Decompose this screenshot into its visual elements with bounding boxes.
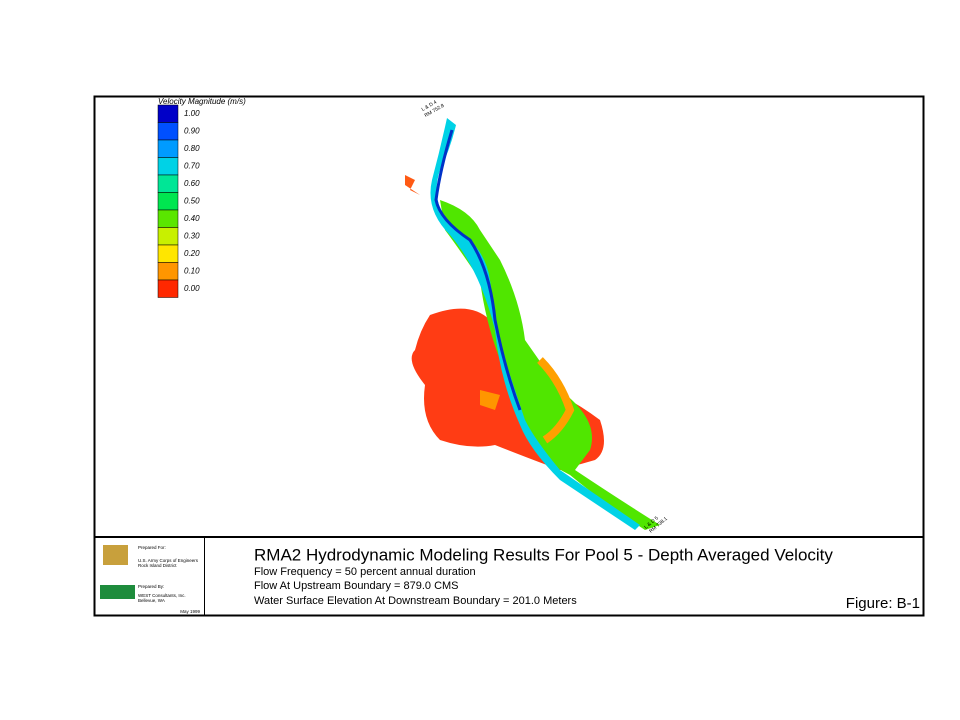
usace-logo <box>103 545 128 565</box>
figure-title: RMA2 Hydrodynamic Modeling Results For P… <box>254 545 833 564</box>
logo-text: WEST Consultants, Inc. <box>138 593 186 598</box>
info-line: Water Surface Elevation At Downstream Bo… <box>254 595 577 607</box>
west-logo <box>100 585 135 599</box>
legend: 1.00 0.90 0.80 0.70 0.60 0.50 0.40 0.30 0.20 0.10… <box>157 97 246 298</box>
legend-swatch <box>157 279 179 298</box>
legend-label: 0.40 <box>184 214 200 223</box>
logos: Prepared For: U.S. Army Corps of Enginee… <box>100 545 200 614</box>
river-map <box>405 118 660 530</box>
legend-label: 1.00 <box>184 109 200 118</box>
legend-swatch <box>157 139 179 158</box>
legend-label: 0.80 <box>184 144 200 153</box>
legend-label: 0.00 <box>184 284 200 293</box>
legend-swatch <box>157 174 179 193</box>
logo-box <box>94 537 205 616</box>
legend-title: Velocity Magnitude (m/s) <box>158 97 246 106</box>
logo-text: Prepared For: <box>138 545 166 550</box>
logo-text: U.S. Army Corps of Engineers <box>138 558 199 563</box>
legend-swatch <box>157 244 179 263</box>
legend-swatch <box>157 104 179 123</box>
legend-swatch <box>157 227 179 246</box>
legend-label: 0.70 <box>184 161 200 170</box>
legend-swatch <box>157 192 179 211</box>
logo-text: Rock Island District <box>138 563 177 568</box>
legend-label: 0.90 <box>184 126 200 135</box>
legend-label: 0.50 <box>184 196 200 205</box>
legend-label: 0.20 <box>184 249 200 258</box>
info-line: Flow At Upstream Boundary = 879.0 CMS <box>254 580 459 592</box>
legend-swatch <box>157 122 179 141</box>
legend-swatch <box>157 262 179 281</box>
legend-swatch <box>157 209 179 228</box>
legend-label: 0.30 <box>184 231 200 240</box>
legend-label: 0.10 <box>184 266 200 275</box>
legend-swatch <box>157 157 179 176</box>
info-line: Flow Frequency = 50 percent annual durat… <box>254 566 476 578</box>
figure-number: Figure: B-1 <box>846 595 920 612</box>
legend-label: 0.60 <box>184 179 200 188</box>
logo-text: Prepared By: <box>138 584 164 589</box>
logo-text: May 1999 <box>180 609 200 614</box>
logo-text: Bellevue, WA <box>138 598 165 603</box>
